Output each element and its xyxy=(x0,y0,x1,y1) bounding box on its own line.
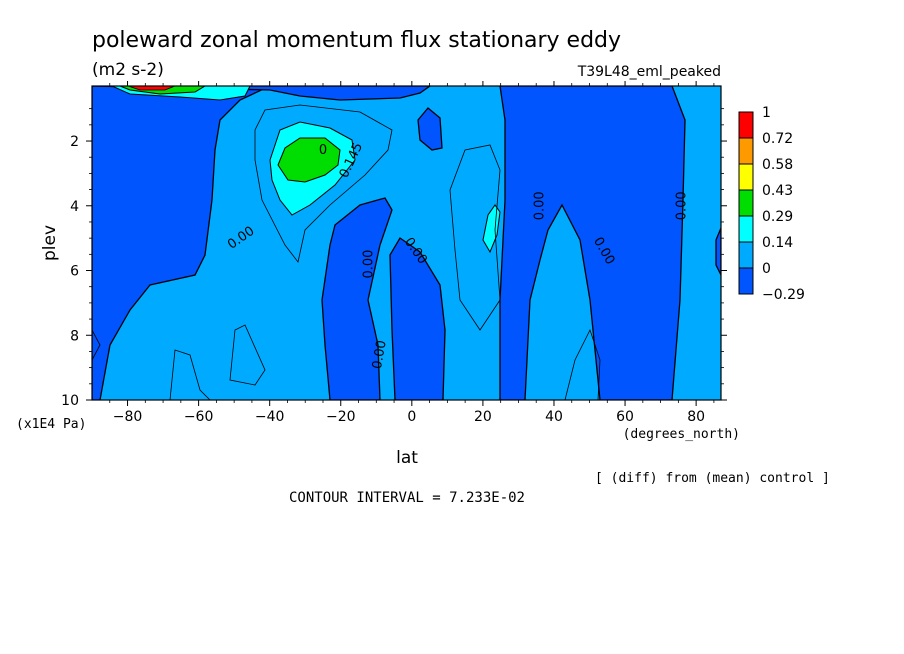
colorbar-label: −0.29 xyxy=(762,287,805,303)
contour-label: 0.00 xyxy=(674,191,689,220)
x-axis-label: lat xyxy=(396,448,418,468)
contour-label: 0.00 xyxy=(362,250,377,279)
diff-note: [ (diff) from (mean) control ] xyxy=(595,471,830,486)
colorbar-label: 0.29 xyxy=(762,209,793,225)
minor-ticks xyxy=(89,83,724,403)
colorbar-label: 0.72 xyxy=(762,131,793,147)
x-tick-label: −60 xyxy=(184,409,214,425)
contour-interval-text: CONTOUR INTERVAL = 7.233E-02 xyxy=(289,490,525,506)
y-tick-label: 10 xyxy=(61,393,79,409)
contour-line-a xyxy=(254,104,393,263)
x-tick-label: 60 xyxy=(616,409,634,425)
contour-label: 0.00 xyxy=(532,191,547,220)
colorbar-swatch xyxy=(738,215,754,243)
colorbar-swatch xyxy=(738,137,754,165)
colorbar-swatch xyxy=(738,267,754,295)
x-axis: −80 −60 −40 −20 0 20 40 60 80 xyxy=(113,81,705,425)
fill-negative-small-island xyxy=(417,107,443,151)
colorbar-label: 1 xyxy=(762,105,771,121)
fill-negative-center-region xyxy=(321,197,393,400)
contour-fills xyxy=(92,86,721,400)
colorbar-label: 0.58 xyxy=(762,157,793,173)
chart-title: poleward zonal momentum flux stationary … xyxy=(92,28,621,53)
colorbar-swatch xyxy=(738,189,754,217)
contour-label: 0.00 xyxy=(370,339,390,370)
contour-line-f xyxy=(564,328,601,400)
x-axis-units: (degrees_north) xyxy=(623,427,740,442)
contour-line-e xyxy=(92,329,101,361)
contour-line-d xyxy=(229,324,266,386)
fill-red-top-edge xyxy=(127,86,176,91)
plot-frame xyxy=(91,85,722,401)
contour-label: 0 xyxy=(319,143,327,158)
colorbar-swatch xyxy=(738,163,754,191)
x-tick-label: −80 xyxy=(113,409,143,425)
colorbar-swatch xyxy=(738,111,754,139)
colorbar-label: 0.14 xyxy=(762,235,793,251)
contour-line-b xyxy=(449,144,501,331)
y-tick-label: 4 xyxy=(70,199,79,215)
x-tick-label: −20 xyxy=(326,409,356,425)
fill-negative-right-edge xyxy=(715,227,721,276)
x-tick-label: 40 xyxy=(545,409,563,425)
y-axis-units: (x1E4 Pa) xyxy=(16,417,86,432)
fill-green-max-blob xyxy=(277,137,341,183)
y-tick-label: 8 xyxy=(70,328,79,344)
x-tick-label: 0 xyxy=(407,409,416,425)
units-label: (m2 s-2) xyxy=(92,60,164,80)
y-axis: 2 4 6 8 10 xyxy=(61,134,727,409)
colorbar: 1 0.72 0.58 0.43 0.29 0.14 0 −0.29 xyxy=(738,105,805,303)
fill-negative-left-region xyxy=(92,86,271,400)
y-axis-label: plev xyxy=(40,225,60,261)
x-tick-label: 20 xyxy=(474,409,492,425)
y-tick-label: 2 xyxy=(70,134,79,150)
colorbar-swatch xyxy=(738,241,754,269)
colorbar-label: 0 xyxy=(762,261,771,277)
colorbar-label: 0.43 xyxy=(762,183,793,199)
contour-line-c xyxy=(169,349,211,400)
x-tick-label: −40 xyxy=(255,409,285,425)
y-tick-label: 6 xyxy=(70,264,79,280)
x-tick-label: 80 xyxy=(687,409,705,425)
run-label: T39L48_eml_peaked xyxy=(577,64,721,80)
fill-negative-center-right-region xyxy=(389,237,446,400)
fill-negative-top-left-strip xyxy=(92,86,432,101)
